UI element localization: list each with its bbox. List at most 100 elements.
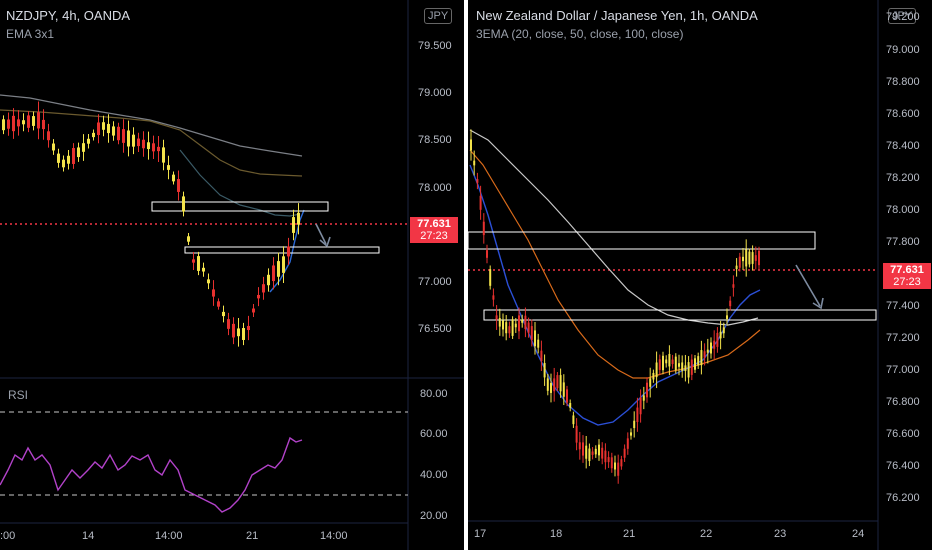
candle bbox=[42, 119, 45, 130]
candle bbox=[22, 120, 25, 125]
candle bbox=[674, 356, 677, 371]
candle bbox=[610, 457, 613, 469]
rsi-line bbox=[0, 436, 303, 513]
candle bbox=[32, 116, 35, 126]
candle bbox=[492, 295, 495, 300]
candle bbox=[604, 450, 607, 463]
candle bbox=[511, 319, 514, 336]
current-price: 77.631 bbox=[890, 264, 924, 276]
price-tick: 78.500 bbox=[418, 134, 452, 146]
candle bbox=[729, 300, 732, 307]
candle bbox=[137, 138, 140, 147]
time-tick: 24 bbox=[852, 528, 865, 540]
candle bbox=[177, 179, 180, 192]
left-chart-pane[interactable]: NZDJPY, 4h, OANDA EMA 3x1 JPY RSI 79.500… bbox=[0, 0, 464, 550]
candle bbox=[697, 356, 700, 366]
candle bbox=[12, 115, 15, 132]
ema-slow-line bbox=[0, 94, 303, 157]
currency-badge[interactable]: JPY bbox=[424, 8, 453, 24]
candle bbox=[97, 122, 100, 136]
candle bbox=[713, 340, 716, 349]
price-tick: 77.200 bbox=[886, 332, 920, 344]
candle bbox=[534, 330, 536, 347]
price-tick: 76.800 bbox=[886, 396, 920, 408]
candle bbox=[489, 269, 492, 286]
chart-title: New Zealand Dollar / Japanese Yen, 1h, O… bbox=[476, 8, 758, 23]
candle bbox=[27, 115, 30, 128]
price-tick: 78.800 bbox=[886, 76, 920, 88]
candle bbox=[562, 382, 565, 397]
candle bbox=[748, 251, 751, 265]
right-chart-canvas[interactable] bbox=[468, 0, 932, 550]
candle bbox=[521, 319, 524, 323]
candle bbox=[553, 378, 556, 392]
candle bbox=[2, 119, 5, 131]
current-price: 77.631 bbox=[417, 218, 451, 230]
candle bbox=[202, 267, 205, 272]
candle bbox=[633, 420, 636, 429]
time-tick: 14:00 bbox=[320, 530, 348, 542]
candle bbox=[527, 322, 530, 333]
candle bbox=[751, 252, 754, 264]
candle bbox=[706, 349, 709, 353]
price-tick: 76.200 bbox=[886, 492, 920, 504]
projection-arrow bbox=[795, 264, 821, 307]
currency-badge[interactable]: JPY bbox=[888, 8, 917, 24]
candle bbox=[87, 138, 90, 144]
candle bbox=[242, 328, 245, 340]
candle bbox=[588, 448, 591, 462]
candle bbox=[716, 332, 719, 347]
price-tick: 79.200 bbox=[886, 11, 920, 23]
candle bbox=[700, 350, 703, 366]
candle bbox=[722, 327, 725, 334]
candle bbox=[550, 383, 552, 393]
candle bbox=[642, 395, 645, 401]
candle bbox=[142, 139, 145, 149]
candle bbox=[671, 359, 674, 365]
candle bbox=[282, 256, 285, 273]
time-tick: 17 bbox=[474, 528, 487, 540]
bar-countdown: 27:23 bbox=[893, 276, 921, 288]
ema-100-line bbox=[469, 129, 759, 326]
rsi-tick: 80.00 bbox=[420, 388, 448, 400]
candle bbox=[646, 382, 648, 398]
candle bbox=[662, 355, 664, 371]
candle bbox=[272, 265, 275, 282]
candle bbox=[758, 250, 760, 266]
left-chart-canvas[interactable] bbox=[0, 0, 464, 550]
candle bbox=[117, 126, 120, 141]
candle bbox=[518, 315, 520, 332]
candle bbox=[147, 142, 150, 150]
price-tick: 77.000 bbox=[886, 364, 920, 376]
price-tick: 77.800 bbox=[886, 236, 920, 248]
candle bbox=[476, 179, 479, 183]
candle bbox=[652, 372, 655, 380]
candle bbox=[598, 444, 600, 456]
candle bbox=[514, 323, 517, 328]
price-tick: 77.400 bbox=[886, 300, 920, 312]
candle bbox=[694, 358, 696, 370]
candle bbox=[277, 261, 280, 277]
candle bbox=[292, 217, 295, 233]
ema-mid-line bbox=[0, 109, 303, 177]
pane-divider[interactable] bbox=[464, 0, 468, 550]
time-tick: :00 bbox=[0, 530, 16, 542]
candle bbox=[287, 246, 290, 257]
candle bbox=[227, 319, 230, 329]
candle bbox=[252, 308, 255, 313]
candle bbox=[690, 359, 693, 375]
rsi-tick: 20.00 bbox=[420, 510, 448, 522]
right-chart-pane[interactable]: New Zealand Dollar / Japanese Yen, 1h, O… bbox=[468, 0, 932, 550]
candle bbox=[82, 143, 85, 152]
candle bbox=[217, 301, 220, 307]
time-tick: 23 bbox=[774, 528, 787, 540]
candle bbox=[508, 326, 511, 334]
candle bbox=[524, 315, 527, 330]
candle bbox=[197, 256, 200, 271]
candle bbox=[102, 122, 105, 130]
price-tick: 78.000 bbox=[886, 204, 920, 216]
candle bbox=[498, 318, 501, 327]
candle bbox=[630, 432, 632, 436]
candle bbox=[57, 153, 60, 163]
candle bbox=[47, 131, 50, 141]
